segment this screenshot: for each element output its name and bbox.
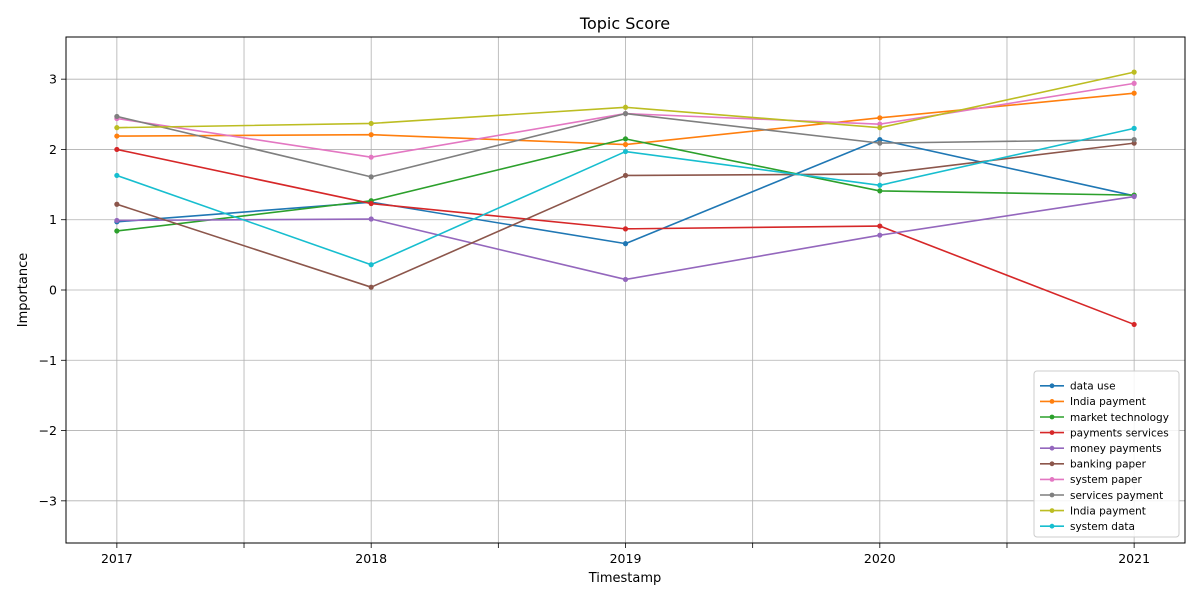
legend-swatch-marker — [1049, 430, 1055, 435]
legend-swatch-marker — [1049, 414, 1055, 420]
y-tick-label: −2 — [39, 423, 57, 438]
y-tick-label: −3 — [39, 493, 57, 508]
legend-label: market technology — [1070, 412, 1169, 424]
x-tick-label: 2019 — [610, 551, 642, 566]
series-markers — [114, 69, 1137, 328]
data-point — [368, 132, 374, 138]
data-point — [114, 113, 120, 120]
legend-swatch-marker — [1049, 461, 1055, 467]
data-point — [1131, 321, 1137, 328]
data-point — [622, 136, 629, 142]
data-point — [1131, 69, 1137, 75]
legend-box — [1033, 370, 1180, 538]
data-point — [368, 200, 374, 207]
data-point — [877, 223, 883, 229]
legend-label: data use — [1070, 381, 1116, 393]
data-point — [622, 241, 629, 247]
data-point — [1131, 80, 1137, 86]
data-point — [877, 182, 883, 188]
legend-swatch-marker — [1049, 445, 1055, 451]
x-tick-label: 2018 — [355, 551, 387, 566]
y-tick-label: 2 — [49, 142, 57, 157]
legend: data use India payment market technology pa… — [1033, 370, 1180, 538]
data-point — [1131, 193, 1137, 200]
data-point — [114, 172, 120, 179]
legend-swatch-marker — [1049, 383, 1055, 389]
legend-label: payments services — [1070, 427, 1169, 439]
y-tick-label: 1 — [49, 212, 57, 227]
legend-swatch-marker — [1049, 492, 1055, 498]
data-point — [114, 133, 120, 139]
data-point — [368, 120, 374, 127]
data-point — [114, 228, 120, 234]
data-point — [622, 276, 629, 283]
y-tick-label: 3 — [49, 72, 57, 87]
y-tick-label: 0 — [49, 283, 57, 298]
data-point — [877, 188, 883, 194]
data-point — [622, 104, 629, 110]
data-point — [114, 125, 120, 131]
legend-label: banking paper — [1070, 459, 1147, 471]
x-tick-label: 2021 — [1118, 551, 1150, 566]
legend-swatch-marker — [1049, 523, 1055, 529]
data-point — [877, 140, 883, 146]
data-point — [622, 111, 629, 117]
data-point — [877, 125, 883, 131]
legend-swatch-marker — [1049, 477, 1055, 482]
x-tick-label: 2020 — [864, 551, 896, 566]
data-point — [622, 172, 629, 179]
legend-label: money payments — [1070, 443, 1162, 455]
data-point — [368, 154, 374, 160]
x-tick-label: 2017 — [101, 551, 133, 566]
data-point — [368, 262, 374, 268]
y-tick-label: −1 — [39, 353, 57, 368]
data-point — [622, 141, 629, 148]
data-point — [114, 146, 120, 153]
legend-label: India payment — [1070, 396, 1146, 408]
legend-label: system paper — [1070, 474, 1143, 486]
y-axis-title: Importance — [16, 253, 31, 328]
data-point — [1131, 125, 1137, 131]
y-axis: −3 −2 −1 0 1 2 3 — [39, 72, 66, 508]
legend-swatch-marker — [1049, 399, 1055, 404]
data-point — [368, 174, 374, 180]
legend-label: India payment — [1070, 505, 1146, 517]
data-point — [877, 115, 883, 121]
chart-title: Topic Score — [579, 14, 670, 33]
data-point — [1131, 90, 1137, 96]
x-axis: 2017 2018 2019 2020 2021 — [101, 543, 1150, 566]
legend-label: services payment — [1070, 490, 1163, 502]
data-point — [1131, 137, 1137, 143]
data-point — [114, 217, 120, 224]
legend-swatch-marker — [1049, 508, 1055, 513]
data-point — [622, 148, 629, 155]
data-point — [368, 216, 374, 222]
legend-label: system data — [1070, 521, 1135, 533]
data-point — [877, 232, 883, 238]
data-point — [368, 284, 374, 290]
grid — [66, 37, 1185, 543]
x-axis-title: Timestamp — [588, 571, 662, 586]
data-point — [114, 201, 120, 207]
data-point — [877, 171, 883, 177]
data-point — [622, 226, 629, 232]
